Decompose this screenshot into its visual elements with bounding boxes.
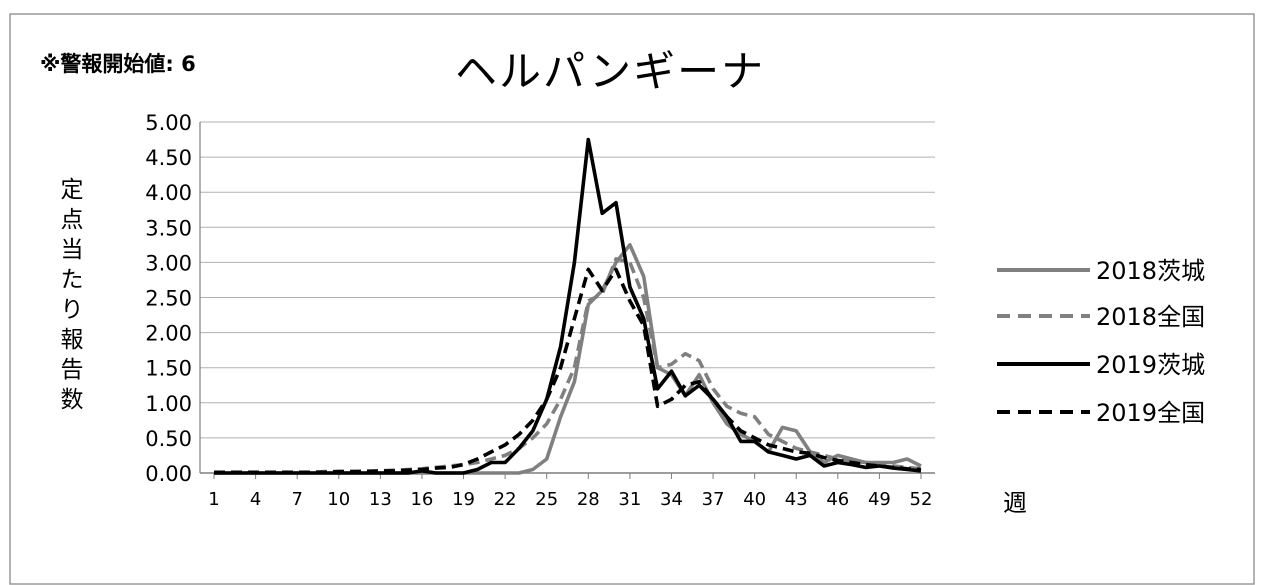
x-tick-label: 52 [910,489,933,510]
x-tick-label: 49 [868,489,891,510]
x-tick-label: 46 [826,489,849,510]
legend-label: 2019茨城 [1096,351,1205,379]
x-tick-label: 4 [250,489,261,510]
x-tick-label: 1 [208,489,219,510]
x-axis-ticks: 1 4 7 10 13 16 19 22 25 28 31 34 37 40 43 46 49 52 [208,473,932,510]
series-lines [213,137,922,475]
x-tick-label: 22 [494,489,517,510]
alert-threshold-note: ※警報開始値: 6 [40,52,196,76]
y-tick-label: 1.50 [145,357,192,381]
x-tick-label: 34 [660,489,683,510]
x-tick-label: 19 [452,489,475,510]
series-line-3 [214,137,922,475]
series-line-4 [214,267,922,475]
x-tick-label: 43 [785,489,808,510]
x-tick-label: 37 [702,489,725,510]
chart-border [9,13,1255,585]
y-axis-label: 定点当たり報告数 [60,177,84,413]
legend-label: 2018茨城 [1096,257,1205,285]
y-tick-label: 0.50 [145,427,192,451]
y-tick-label: 2.50 [145,287,192,311]
y-tick-label: 4.50 [145,146,192,170]
y-tick-label: 5.00 [145,111,192,135]
x-axis-label: 週 [1003,489,1027,517]
x-tick-label: 40 [743,489,766,510]
x-tick-label: 31 [618,489,641,510]
x-tick-label: 28 [577,489,600,510]
chart-title: ヘルパンギーナ [455,47,766,96]
y-tick-label: 2.00 [145,322,192,346]
legend: 2018茨城 2018全国 2019茨城 2019全国 [997,257,1205,427]
x-tick-label: 10 [327,489,350,510]
x-tick-label: 7 [291,489,302,510]
x-tick-label: 13 [369,489,392,510]
y-tick-label: 0.00 [145,462,192,486]
x-tick-label: 25 [535,489,558,510]
y-tick-label: 3.00 [145,251,192,275]
y-axis-ticks: 0.00 0.50 1.00 1.50 2.00 2.50 3.00 3.50 4.00 4.50… [145,111,192,486]
y-tick-label: 3.50 [145,216,192,240]
x-tick-label: 16 [410,489,433,510]
y-tick-label: 1.00 [145,392,192,416]
legend-label: 2018全国 [1096,303,1205,331]
y-tick-label: 4.00 [145,181,192,205]
legend-label: 2019全国 [1096,399,1205,427]
